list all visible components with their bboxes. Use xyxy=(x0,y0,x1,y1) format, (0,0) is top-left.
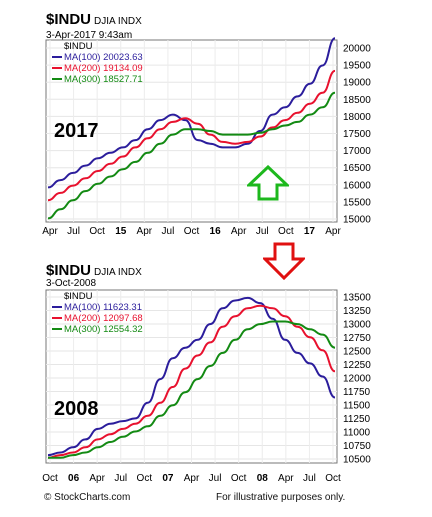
x-tick-label: Jul xyxy=(209,473,222,484)
series-line-ma300 xyxy=(48,320,336,459)
chart-2: 13500 13250 13000 12750 12500 12250 12000 11750… xyxy=(42,289,371,484)
legend-entry: MA(100) 20023.63 xyxy=(64,52,143,63)
x-tick-label: 16 xyxy=(210,226,222,237)
legend-entry: MA(200) 12097.68 xyxy=(64,313,143,324)
y-tick-label: 15500 xyxy=(343,197,371,208)
x-tick-label: 15 xyxy=(115,226,127,237)
series-line-ma200 xyxy=(47,304,336,459)
x-tick-label: Apr xyxy=(231,226,247,237)
y-tick-label: 12500 xyxy=(343,347,371,358)
y-tick-label: 11500 xyxy=(343,401,371,412)
y-tick-label: 10500 xyxy=(343,455,371,466)
x-tick-label: Apr xyxy=(278,473,294,484)
y-tick-label: 16500 xyxy=(343,163,371,174)
x-tick-label: Oct xyxy=(137,473,153,484)
panel-2-exchange: DJIA INDX xyxy=(94,267,142,278)
panel-1-header: $INDU DJIA INDX xyxy=(46,11,142,29)
y-tick-label: 13000 xyxy=(343,320,371,331)
legend-entry: MA(200) 19134.09 xyxy=(64,63,143,74)
x-tick-label: Oct xyxy=(231,473,247,484)
x-tick-label: Oct xyxy=(278,226,294,237)
y-tick-label: 13500 xyxy=(343,293,371,304)
footer-brand: © StockCharts.com xyxy=(44,492,131,503)
green-up-arrow-icon xyxy=(247,165,289,201)
panel-1-symbol: $INDU xyxy=(46,11,92,28)
panel-1-date: 3-Apr-2017 9:43am xyxy=(46,30,133,41)
x-tick-label: Oct xyxy=(325,473,341,484)
y-tick-label: 20000 xyxy=(343,44,371,55)
x-tick-label: Oct xyxy=(42,473,58,484)
y-tick-label: 19500 xyxy=(343,61,371,72)
panel-2-date: 3-Oct-2008 xyxy=(46,278,97,289)
legend-entry: MA(100) 11623.31 xyxy=(64,302,142,313)
x-tick-label: Apr xyxy=(42,226,58,237)
x-tick-label: Jul xyxy=(67,226,80,237)
x-tick-label: Apr xyxy=(184,473,200,484)
panel-1-exchange: DJIA INDX xyxy=(94,16,142,27)
y-tick-label: 13250 xyxy=(343,306,371,317)
chart-1: 20000 19500 19000 18500 18000 17500 17000 16500… xyxy=(42,37,371,237)
series-line-ma200 xyxy=(47,69,336,202)
x-tick-label: 07 xyxy=(162,473,174,484)
x-tick-label: 06 xyxy=(68,473,80,484)
y-tick-label: 18500 xyxy=(343,95,371,106)
series-line-ma300 xyxy=(47,91,336,220)
x-tick-label: Oct xyxy=(89,226,105,237)
y-tick-label: 11000 xyxy=(343,428,371,439)
x-tick-label: Apr xyxy=(137,226,153,237)
red-down-arrow-icon xyxy=(263,242,305,280)
y-tick-label: 17000 xyxy=(343,146,371,157)
y-tick-label: 19000 xyxy=(343,78,371,89)
footer-note: For illustrative purposes only. xyxy=(216,492,346,503)
y-tick-label: 15000 xyxy=(343,215,371,226)
y-tick-label: 12250 xyxy=(343,360,371,371)
y-tick-label: 11250 xyxy=(343,414,371,425)
x-tick-label: Jul xyxy=(114,473,127,484)
legend-symbol: $INDU xyxy=(64,291,93,302)
series-line-ma100 xyxy=(47,296,336,457)
y-tick-label: 10750 xyxy=(343,441,371,452)
year-label: 2008 xyxy=(54,398,99,420)
y-tick-label: 12000 xyxy=(343,374,371,385)
x-tick-label: Jul xyxy=(303,473,316,484)
y-tick-label: 17500 xyxy=(343,129,371,140)
y-tick-label: 11750 xyxy=(343,387,371,398)
x-tick-label: Jul xyxy=(162,226,175,237)
legend-entry: MA(300) 18527.71 xyxy=(64,74,143,85)
x-tick-label: Apr xyxy=(325,226,341,237)
legend-symbol: $INDU xyxy=(64,41,93,52)
x-tick-label: 08 xyxy=(257,473,269,484)
y-tick-label: 12750 xyxy=(343,333,371,344)
panel-2-header: $INDU DJIA INDX xyxy=(46,262,142,280)
y-tick-label: 18000 xyxy=(343,112,371,123)
year-label: 2017 xyxy=(54,120,99,142)
x-tick-label: Oct xyxy=(184,226,200,237)
x-tick-label: 17 xyxy=(304,226,316,237)
y-tick-label: 16000 xyxy=(343,180,371,191)
legend-entry: MA(300) 12554.32 xyxy=(64,324,143,335)
x-tick-label: Jul xyxy=(256,226,269,237)
x-tick-label: Apr xyxy=(89,473,105,484)
panel-2-symbol: $INDU xyxy=(46,262,92,279)
